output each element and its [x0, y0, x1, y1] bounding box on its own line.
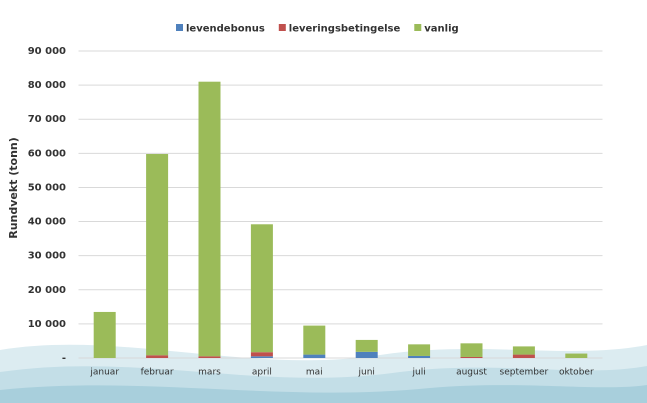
- bar-segment: [512, 354, 535, 358]
- x-tick-label: februar: [141, 368, 174, 378]
- bar-segment: [303, 354, 326, 358]
- x-tick-label: august: [456, 368, 487, 378]
- bar-segment: [512, 346, 535, 355]
- bar-segment: [408, 344, 431, 356]
- bar-segment: [93, 311, 116, 358]
- bar-segment: [250, 224, 273, 353]
- y-tick-label: -: [62, 353, 66, 364]
- x-tick-label: mai: [306, 368, 323, 378]
- bar-segment: [460, 356, 483, 358]
- y-tick-label: 10 000: [28, 319, 66, 330]
- wave: [0, 385, 647, 403]
- x-tick-label: september: [500, 368, 549, 378]
- bar-segment: [198, 356, 221, 358]
- y-tick-label: 30 000: [28, 251, 66, 262]
- x-tick-label: mars: [198, 368, 221, 378]
- legend-label: levendebonus: [186, 24, 265, 35]
- y-tick-label: 50 000: [28, 182, 66, 193]
- x-tick-label: juni: [357, 368, 374, 378]
- bar-segment: [355, 351, 378, 358]
- y-tick-label: 40 000: [28, 217, 66, 228]
- y-tick-label: 60 000: [28, 148, 66, 159]
- bar-segment: [565, 353, 588, 358]
- bar-segment: [460, 343, 483, 357]
- legend-swatch: [414, 24, 422, 31]
- legend-swatch: [176, 24, 183, 31]
- y-tick-label: 90 000: [28, 46, 66, 57]
- y-tick-label: 20 000: [28, 285, 66, 296]
- y-axis-label: Rundvekt (tonn): [7, 137, 20, 239]
- bar-segment: [408, 355, 431, 358]
- bar-segment: [198, 81, 221, 357]
- y-tick-label: 70 000: [28, 114, 66, 125]
- y-tick-label: 80 000: [28, 80, 66, 91]
- legend-label: vanlig: [424, 24, 458, 35]
- bar-segment: [303, 325, 326, 355]
- bar-segment: [250, 352, 273, 357]
- background-waves: [0, 344, 647, 403]
- legend-label: leveringsbetingelse: [289, 24, 401, 35]
- x-tick-label: oktober: [559, 368, 594, 378]
- bar-segment: [250, 356, 273, 358]
- bar-segment: [146, 355, 169, 358]
- bar-segment: [355, 339, 378, 352]
- x-tick-label: januar: [89, 368, 119, 378]
- x-tick-label: april: [252, 368, 272, 378]
- x-tick-label: juli: [411, 368, 425, 378]
- bar-segment: [146, 154, 169, 356]
- legend-swatch: [278, 24, 286, 31]
